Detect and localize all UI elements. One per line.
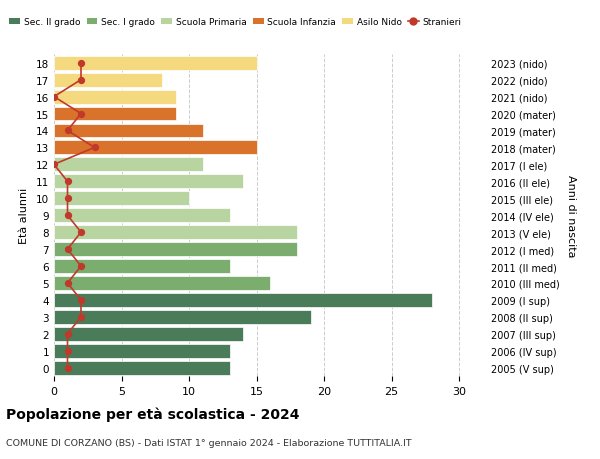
Point (63, 330, 72, 338)
Bar (54, 276, 270, 290)
Bar (54, 141, 257, 155)
Point (63, 347, 72, 355)
Bar (54, 175, 243, 189)
Point (63, 212, 72, 219)
Bar (54, 344, 230, 358)
Bar (54, 259, 230, 274)
Bar (54, 293, 432, 307)
Y-axis label: Anni di nascita: Anni di nascita (566, 174, 576, 257)
Point (90, 145, 100, 152)
Text: Popolazione per età scolastica - 2024: Popolazione per età scolastica - 2024 (6, 406, 299, 421)
Bar (54, 327, 243, 341)
Point (76, 77, 86, 84)
Bar (54, 107, 176, 121)
Point (76, 111, 86, 118)
Bar (54, 56, 257, 71)
Y-axis label: Età alunni: Età alunni (19, 188, 29, 244)
Point (76, 229, 86, 236)
Text: COMUNE DI CORZANO (BS) - Dati ISTAT 1° gennaio 2024 - Elaborazione TUTTITALIA.IT: COMUNE DI CORZANO (BS) - Dati ISTAT 1° g… (6, 438, 412, 447)
Point (76, 297, 86, 304)
Point (76, 60, 86, 67)
Bar (54, 158, 203, 172)
Point (63, 195, 72, 202)
Point (63, 128, 72, 135)
Bar (54, 124, 203, 138)
Bar (54, 73, 162, 87)
Point (63, 364, 72, 372)
Bar (54, 361, 230, 375)
Point (63, 178, 72, 185)
Point (49, 161, 59, 168)
Legend: Sec. II grado, Sec. I grado, Scuola Primaria, Scuola Infanzia, Asilo Nido, Stran: Sec. II grado, Sec. I grado, Scuola Prim… (6, 15, 465, 31)
Bar (54, 226, 297, 240)
Point (76, 263, 86, 270)
Bar (54, 310, 311, 324)
Point (76, 313, 86, 321)
Point (49, 94, 59, 101)
Bar (54, 192, 189, 206)
Bar (54, 243, 297, 257)
Bar (54, 209, 230, 223)
Point (63, 280, 72, 287)
Point (63, 246, 72, 253)
Bar (54, 90, 176, 104)
